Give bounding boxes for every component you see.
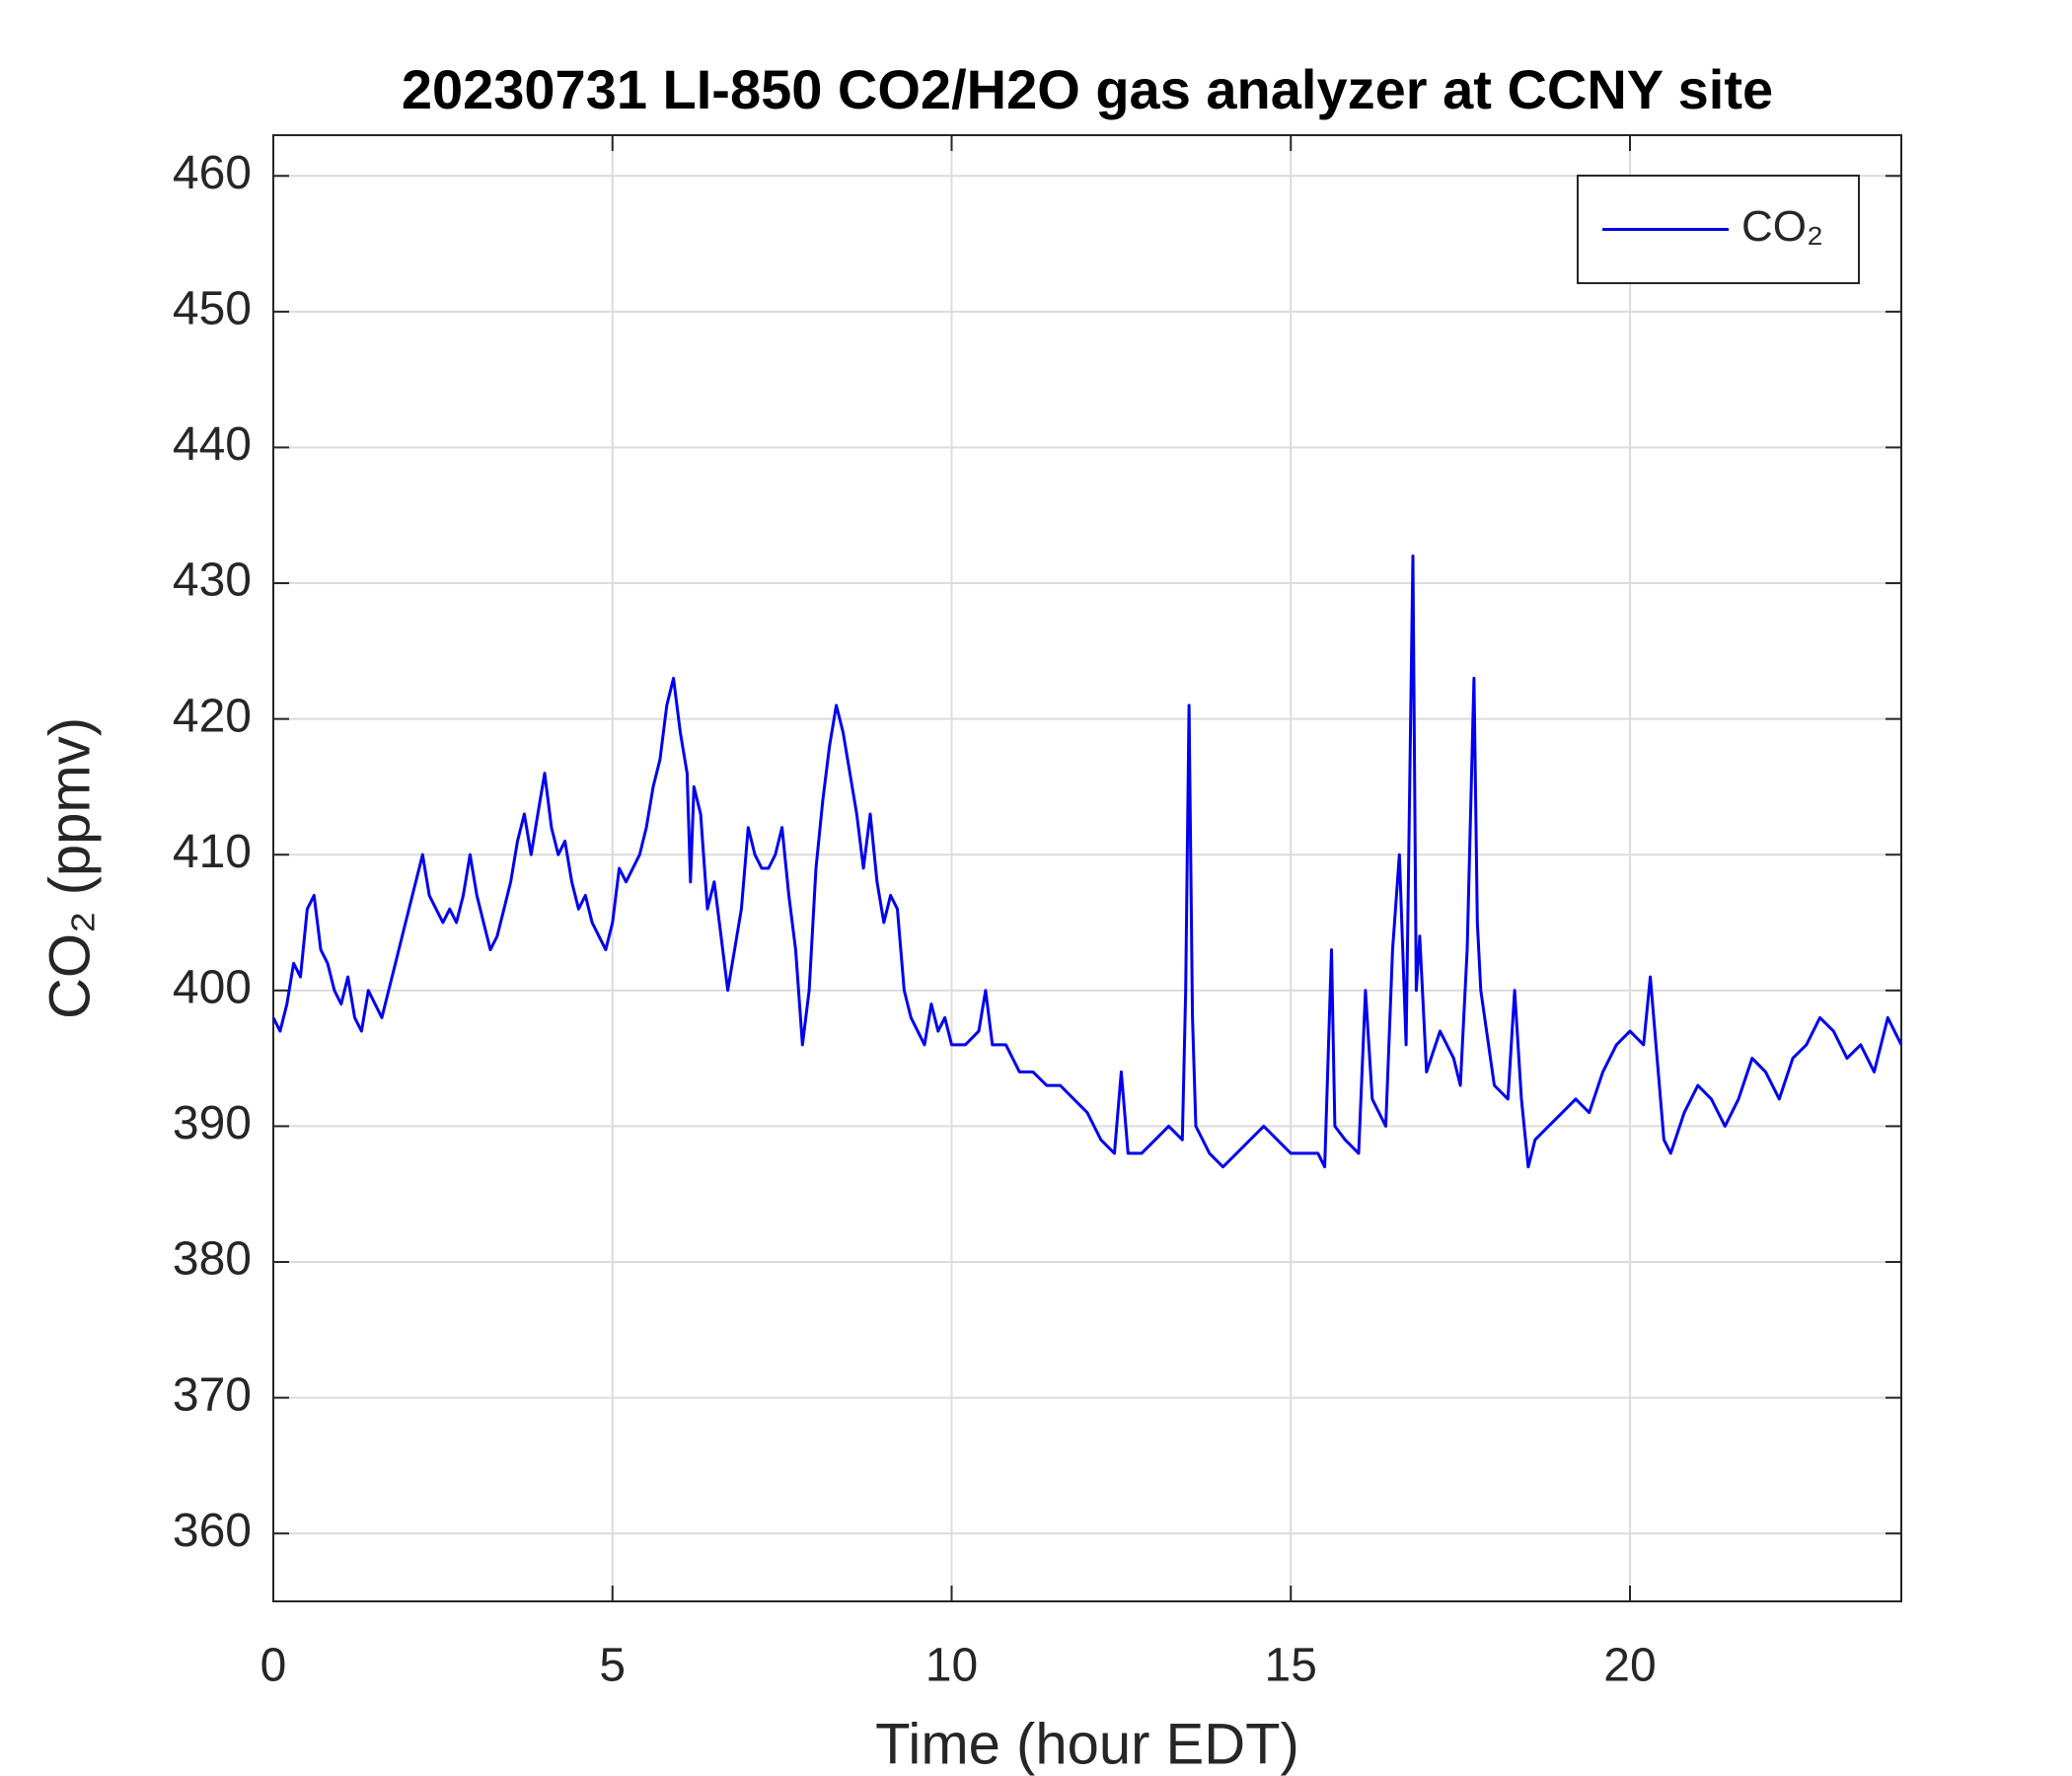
- data-line: [271, 555, 1903, 1169]
- y-tick-label: 380: [173, 1233, 252, 1286]
- y-tick-label: 370: [173, 1369, 252, 1421]
- y-tick-label: 440: [173, 418, 252, 471]
- legend-label: CO₂: [1741, 202, 1823, 251]
- y-tick-label: 430: [173, 555, 252, 607]
- y-tick-label: 450: [173, 283, 252, 335]
- x-tick-label: 20: [1603, 1640, 1656, 1692]
- y-tick-label: 400: [173, 962, 252, 1014]
- x-tick-label: 10: [925, 1640, 978, 1692]
- y-tick-label: 360: [173, 1505, 252, 1557]
- y-tick-label: 460: [173, 147, 252, 199]
- y-tick-label: 420: [173, 690, 252, 742]
- y-tick-label: 410: [173, 826, 252, 878]
- chart-title: 20230731 LI-850 CO2/H2O gas analyzer at …: [402, 58, 1773, 120]
- y-tick-label: 390: [173, 1097, 252, 1149]
- x-tick-label: 5: [599, 1640, 626, 1692]
- x-axis-label: Time (hour EDT): [875, 1712, 1299, 1776]
- x-tick-label: 0: [260, 1640, 287, 1692]
- plot-frame: [272, 134, 1902, 1602]
- x-tick-label: 15: [1265, 1640, 1317, 1692]
- y-axis-label: CO₂ (ppmv): [37, 717, 102, 1019]
